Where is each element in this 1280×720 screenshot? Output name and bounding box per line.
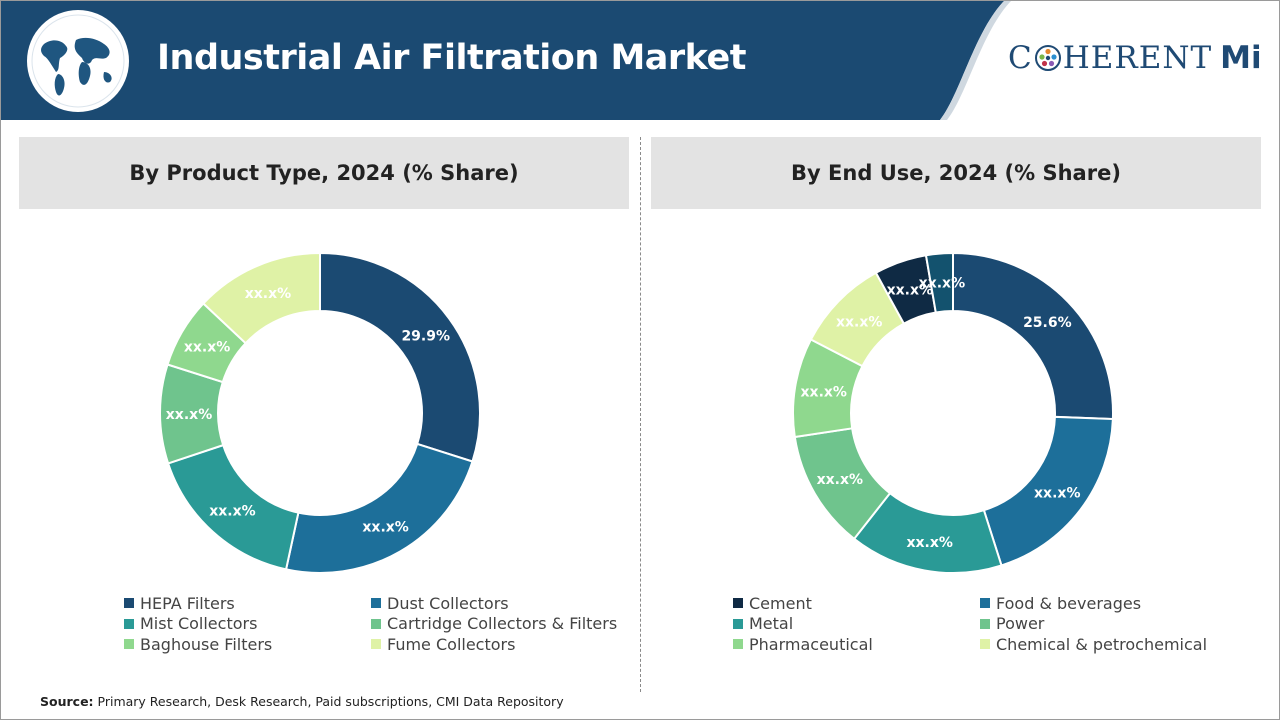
legend-item-0-0: HEPA Filters	[124, 593, 371, 614]
banner-shape	[0, 0, 1005, 120]
legend-swatch	[371, 598, 381, 609]
legend-swatch	[980, 618, 990, 629]
legend-label: Power	[996, 614, 1045, 634]
legend-item-0-1: Dust Collectors	[371, 593, 631, 614]
logo-suffix: Mi	[1220, 40, 1262, 76]
donut-label-0-2: xx.x%	[209, 503, 255, 519]
legend-label: Fume Collectors	[387, 634, 516, 654]
page-title: Industrial Air Filtration Market	[157, 38, 746, 78]
legend-item-1-3: Power	[980, 614, 1240, 635]
legend-label: Cement	[749, 593, 812, 613]
legend-label: Cartridge Collectors & Filters	[387, 614, 618, 634]
legend-item-0-2: Mist Collectors	[124, 614, 371, 635]
legend-label: Chemical & petrochemical	[996, 634, 1208, 654]
right-panel-title: By End Use, 2024 (% Share)	[651, 137, 1261, 209]
legend-label: Mist Collectors	[140, 614, 258, 634]
legend-item-0-3: Cartridge Collectors & Filters	[371, 614, 631, 635]
legend-swatch	[733, 598, 743, 609]
product-type-donut-chart: 29.9% xx.x% xx.x% xx.x% xx.x% xx.x%	[159, 251, 481, 574]
legend-label: Baghouse Filters	[140, 634, 273, 654]
donut-slice-0-0	[319, 251, 481, 463]
left-panel-title: By Product Type, 2024 (% Share)	[19, 137, 629, 209]
donut-slice-0-1	[284, 442, 474, 574]
legend-swatch	[371, 639, 381, 650]
legend-swatch	[980, 598, 990, 609]
source-label: Source:	[40, 694, 94, 709]
donut-label-1-2: xx.x%	[906, 535, 952, 551]
legend-label: Pharmaceutical	[749, 634, 873, 654]
donut-label-1-7: xx.x%	[919, 275, 965, 291]
donut-slice-1-7	[924, 251, 954, 314]
legend-swatch	[124, 598, 134, 609]
donut-slice-0-5	[201, 251, 321, 345]
product-type-legend: HEPA Filters Dust Collectors Mist Collecto…	[124, 593, 631, 655]
end-use-legend: Cement Food & beverages Metal Power Pharmace…	[733, 593, 1240, 655]
legend-item-0-5: Fume Collectors	[371, 634, 631, 655]
donut-label-1-4: xx.x%	[801, 385, 847, 401]
donut-slice-1-0	[952, 251, 1114, 421]
donut-label-0-0: 29.9%	[401, 329, 450, 345]
legend-swatch	[371, 618, 381, 629]
donut-label-1-1: xx.x%	[1034, 485, 1080, 501]
legend-label: Metal	[749, 614, 794, 634]
legend-label: HEPA Filters	[140, 593, 235, 613]
source-note: Source: Primary Research, Desk Research,…	[40, 694, 564, 709]
legend-swatch	[124, 618, 134, 629]
legend-item-1-4: Pharmaceutical	[733, 634, 980, 655]
donut-label-0-1: xx.x%	[362, 519, 408, 535]
donut-label-0-3: xx.x%	[166, 407, 212, 423]
legend-item-0-4: Baghouse Filters	[124, 634, 371, 655]
globe-icon	[27, 10, 129, 112]
legend-swatch	[124, 639, 134, 650]
legend-swatch	[733, 618, 743, 629]
legend-label: Food & beverages	[996, 593, 1142, 613]
donut-label-1-0: 25.6%	[1023, 315, 1072, 331]
legend-swatch	[980, 639, 990, 650]
legend-label: Dust Collectors	[387, 593, 509, 613]
legend-swatch	[733, 639, 743, 650]
brand-logo: C HERENT Mi	[1008, 40, 1262, 76]
panel-divider	[640, 137, 641, 692]
logo-o-icon	[1034, 45, 1061, 71]
source-text: Primary Research, Desk Research, Paid su…	[97, 694, 564, 709]
donut-label-1-6: xx.x%	[887, 282, 933, 298]
logo-prefix: C	[1008, 40, 1033, 76]
donut-label-1-5: xx.x%	[836, 315, 882, 331]
legend-item-1-5: Chemical & petrochemical	[980, 634, 1240, 655]
donut-label-0-4: xx.x%	[184, 340, 230, 356]
legend-item-1-1: Food & beverages	[980, 593, 1240, 614]
donut-label-0-5: xx.x%	[245, 286, 291, 302]
end-use-donut-chart: 25.6%xx.x%xx.x%xx.x%xx.x%xx.x%xx.x%xx.x%	[792, 251, 1114, 574]
logo-middle: HERENT	[1062, 40, 1213, 76]
donut-label-1-3: xx.x%	[817, 472, 863, 488]
legend-item-1-0: Cement	[733, 593, 980, 614]
legend-item-1-2: Metal	[733, 614, 980, 635]
header-banner	[0, 0, 1280, 122]
